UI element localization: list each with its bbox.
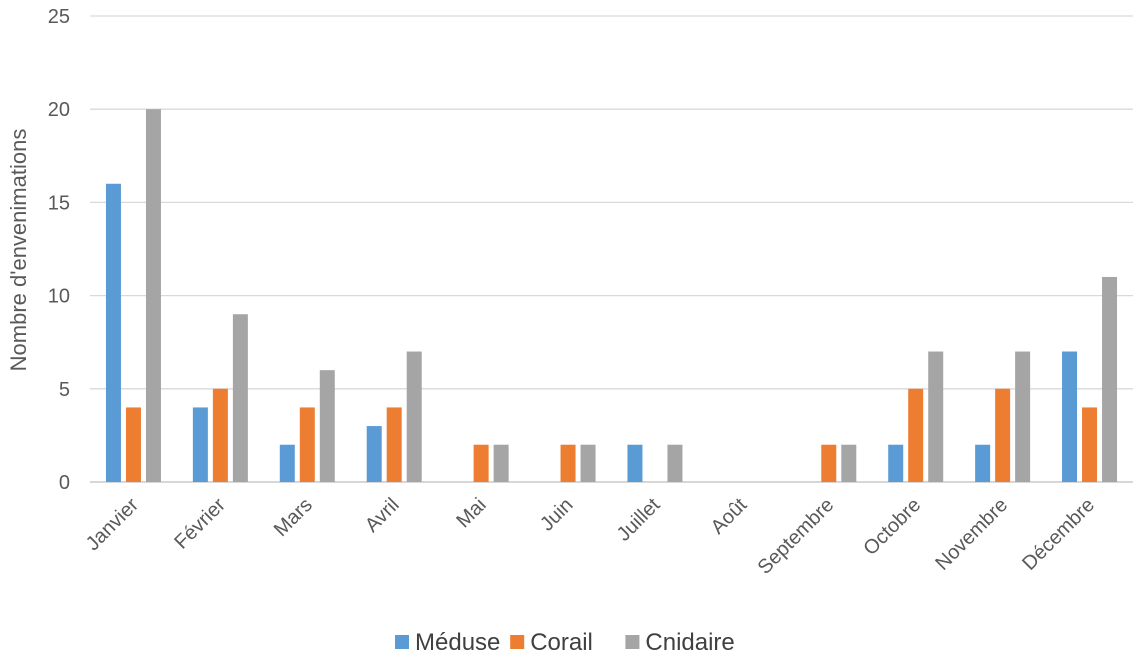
bar-cnidaire-mai — [493, 444, 509, 482]
x-tick-label: Octobre — [859, 494, 925, 560]
bar-cnidaire-juin — [580, 444, 596, 482]
bar-corail-mai — [473, 444, 489, 482]
legend-label-corail: Corail — [530, 629, 593, 656]
bar-cnidaire-février — [232, 314, 248, 482]
bar-cnidaire-mars — [319, 370, 335, 482]
bar-corail-avril — [386, 407, 402, 482]
x-tick-label: Décembre — [1018, 494, 1099, 575]
legend-swatch-méduse — [395, 635, 409, 649]
legend-label-méduse: Méduse — [415, 629, 500, 656]
bars — [105, 109, 1118, 482]
bar-cnidaire-décembre — [1102, 276, 1118, 482]
x-tick-label: Février — [170, 494, 230, 554]
bar-corail-janvier — [125, 407, 141, 482]
bar-méduse-décembre — [1062, 351, 1078, 482]
x-tick-label: Juin — [536, 494, 578, 536]
bar-méduse-février — [192, 407, 208, 482]
y-tick-label: 5 — [59, 379, 70, 401]
y-tick-label: 10 — [48, 286, 70, 308]
bar-cnidaire-septembre — [841, 444, 857, 482]
bar-méduse-avril — [366, 426, 382, 482]
x-tick-label: Janvier — [82, 494, 143, 555]
y-axis-title: Nombre d'envenimations — [6, 129, 31, 372]
bar-cnidaire-juillet — [667, 444, 683, 482]
bar-corail-octobre — [908, 388, 924, 482]
x-tick-label: Mars — [270, 494, 317, 541]
y-tick-label: 15 — [48, 192, 70, 214]
legend: Méduse Corail Cnidaire — [395, 629, 735, 656]
x-tick-label: Septembre — [754, 494, 839, 579]
bar-corail-juin — [560, 444, 576, 482]
bar-corail-décembre — [1082, 407, 1098, 482]
legend-label-cnidaire: Cnidaire — [645, 629, 734, 656]
x-tick-label: Juillet — [613, 494, 665, 546]
bar-cnidaire-novembre — [1015, 351, 1031, 482]
bar-corail-février — [212, 388, 228, 482]
y-tick-label: 0 — [59, 472, 70, 494]
bar-méduse-janvier — [105, 183, 121, 482]
bar-cnidaire-octobre — [928, 351, 944, 482]
gridlines — [90, 15, 1133, 483]
x-tick-label: Mai — [452, 494, 490, 532]
bar-méduse-juillet — [627, 444, 643, 482]
bar-méduse-octobre — [888, 444, 904, 482]
bar-cnidaire-avril — [406, 351, 422, 482]
x-axis-ticks: Janvier Février Mars Avril Mai Juin Juillet Aoû… — [82, 494, 1099, 579]
legend-swatch-cnidaire — [625, 635, 640, 649]
y-axis-ticks: 0 5 10 15 20 25 — [48, 6, 70, 494]
x-tick-label: Août — [707, 494, 752, 539]
bar-méduse-mars — [279, 444, 295, 482]
y-tick-label: 25 — [48, 6, 70, 28]
y-tick-label: 20 — [48, 99, 70, 121]
bar-corail-novembre — [995, 388, 1011, 482]
legend-swatch-corail — [510, 635, 525, 649]
x-tick-label: Novembre — [931, 494, 1012, 575]
bar-corail-mars — [299, 407, 315, 482]
bar-corail-septembre — [821, 444, 837, 482]
x-tick-label: Avril — [361, 494, 404, 537]
bar-cnidaire-janvier — [145, 109, 161, 482]
bar-méduse-novembre — [975, 444, 991, 482]
